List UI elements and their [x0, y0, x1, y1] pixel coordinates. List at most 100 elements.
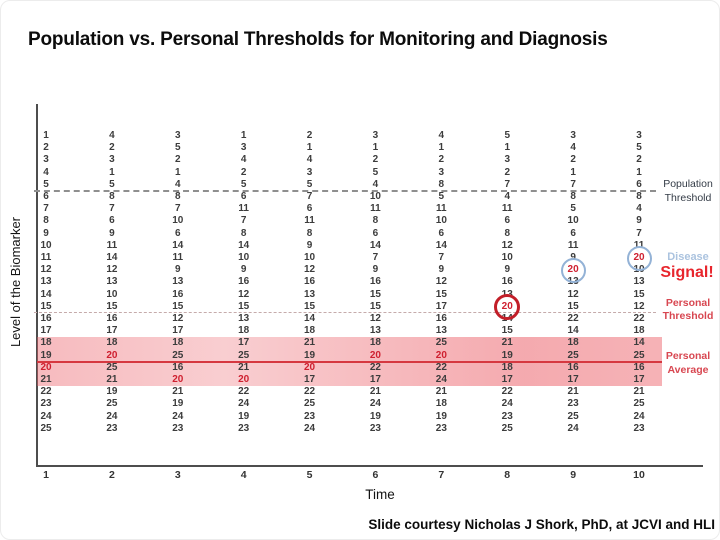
x-tick-label: 10 [633, 469, 645, 481]
biomarker-value: 18 [369, 337, 381, 349]
biomarker-value: 18 [238, 325, 250, 337]
biomarker-value: 2 [438, 154, 445, 166]
biomarker-value: 1 [109, 166, 115, 178]
biomarker-value: 19 [435, 410, 447, 422]
biomarker-value: 18 [435, 398, 447, 410]
biomarker-value: 24 [40, 410, 52, 422]
biomarker-value: 7 [372, 252, 379, 263]
biomarker-value: 21 [40, 374, 52, 385]
personal-average-line [37, 361, 662, 363]
biomarker-value: 1 [174, 166, 181, 178]
biomarker-value: 15 [172, 300, 184, 312]
biomarker-value: 15 [40, 300, 52, 312]
biomarker-value: 12 [567, 288, 579, 300]
biomarker-value: 10 [106, 288, 118, 300]
biomarker-value: 15 [567, 300, 579, 312]
biomarker-value: 19 [501, 349, 513, 361]
biomarker-value: 12 [106, 264, 118, 276]
biomarker-value: 13 [238, 313, 250, 324]
biomarker-value: 4 [240, 154, 247, 166]
biomarker-value: 3 [504, 154, 510, 166]
biomarker-value: 4 [570, 142, 576, 154]
biomarker-value: 7 [570, 178, 576, 190]
biomarker-value: 15 [369, 300, 381, 312]
biomarker-value: 1 [636, 166, 642, 178]
biomarker-value: 14 [172, 239, 184, 251]
biomarker-value: 12 [303, 264, 316, 276]
biomarker-value: 15 [501, 325, 513, 337]
biomarker-value: 19 [106, 386, 118, 398]
biomarker-value: 18 [303, 325, 316, 337]
biomarker-value: 23 [369, 422, 381, 434]
biomarker-value: 18 [106, 337, 118, 349]
biomarker-value: 17 [106, 325, 118, 337]
biomarker-value: 25 [435, 337, 447, 349]
personal-average-label: Personal Average [665, 350, 711, 376]
biomarker-value: 11 [172, 252, 184, 263]
biomarker-value: 21 [238, 361, 250, 373]
biomarker-value: 5 [174, 142, 181, 154]
biomarker-value: 12 [238, 288, 250, 300]
biomarker-value: 20 [303, 361, 316, 373]
biomarker-value: 3 [306, 166, 313, 178]
y-axis-label: Level of the Biomarker [8, 216, 23, 348]
biomarker-value: 6 [570, 227, 576, 239]
x-tick-label: 8 [504, 469, 511, 481]
biomarker-value: 7 [174, 203, 181, 215]
biomarker-value: 18 [633, 325, 645, 337]
biomarker-value: 24 [369, 398, 381, 410]
biomarker-value: 5 [636, 142, 642, 154]
biomarker-value: 5 [438, 191, 445, 202]
biomarker-value: 17 [172, 325, 184, 337]
biomarker-value: 14 [40, 288, 52, 300]
biomarker-value: 1 [570, 166, 576, 178]
disease-circle-blue-icon [626, 245, 652, 271]
biomarker-value: 23 [40, 398, 52, 410]
biomarker-value: 13 [369, 325, 381, 337]
biomarker-value: 5 [306, 178, 313, 190]
biomarker-value: 21 [567, 386, 579, 398]
biomarker-value: 7 [306, 191, 313, 202]
biomarker-value: 24 [435, 374, 447, 385]
biomarker-value: 6 [306, 203, 313, 215]
biomarker-value: 23 [501, 410, 513, 422]
biomarker-value: 15 [369, 288, 381, 300]
biomarker-value: 15 [238, 300, 250, 312]
biomarker-value: 12 [435, 276, 447, 288]
biomarker-value: 17 [435, 300, 447, 312]
biomarker-value: 1 [504, 142, 510, 154]
biomarker-value: 19 [369, 410, 381, 422]
biomarker-value: 25 [40, 422, 52, 434]
biomarker-value: 10 [369, 191, 381, 202]
biomarker-value: 19 [40, 349, 52, 361]
biomarker-value: 3 [43, 154, 49, 166]
biomarker-value: 9 [504, 264, 510, 276]
biomarker-value: 14 [106, 252, 118, 263]
biomarker-value: 2 [240, 166, 247, 178]
biomarker-value: 18 [567, 337, 579, 349]
biomarker-value: 13 [303, 288, 316, 300]
biomarker-value: 9 [43, 227, 49, 239]
biomarker-value: 14 [238, 239, 250, 251]
biomarker-value: 2 [570, 154, 576, 166]
biomarker-value: 20 [238, 374, 250, 385]
biomarker-value: 9 [570, 252, 576, 263]
biomarker-value: 2 [109, 142, 115, 154]
biomarker-value: 16 [106, 313, 118, 324]
biomarker-value: 10 [303, 252, 316, 263]
biomarker-value: 8 [636, 191, 642, 202]
biomarker-value: 11 [304, 215, 315, 227]
biomarker-value: 20 [106, 349, 118, 361]
biomarker-value: 15 [303, 300, 316, 312]
biomarker-value: 3 [438, 166, 445, 178]
biomarker-value: 20 [369, 349, 381, 361]
biomarker-value: 11 [436, 203, 447, 215]
biomarker-value: 16 [172, 288, 184, 300]
biomarker-value: 6 [504, 215, 510, 227]
biomarker-value: 25 [303, 398, 316, 410]
biomarker-value: 19 [303, 349, 316, 361]
x-tick-label: 9 [570, 469, 577, 481]
biomarker-value: 21 [369, 386, 381, 398]
biomarker-value: 3 [109, 154, 115, 166]
biomarker-value: 4 [174, 178, 181, 190]
